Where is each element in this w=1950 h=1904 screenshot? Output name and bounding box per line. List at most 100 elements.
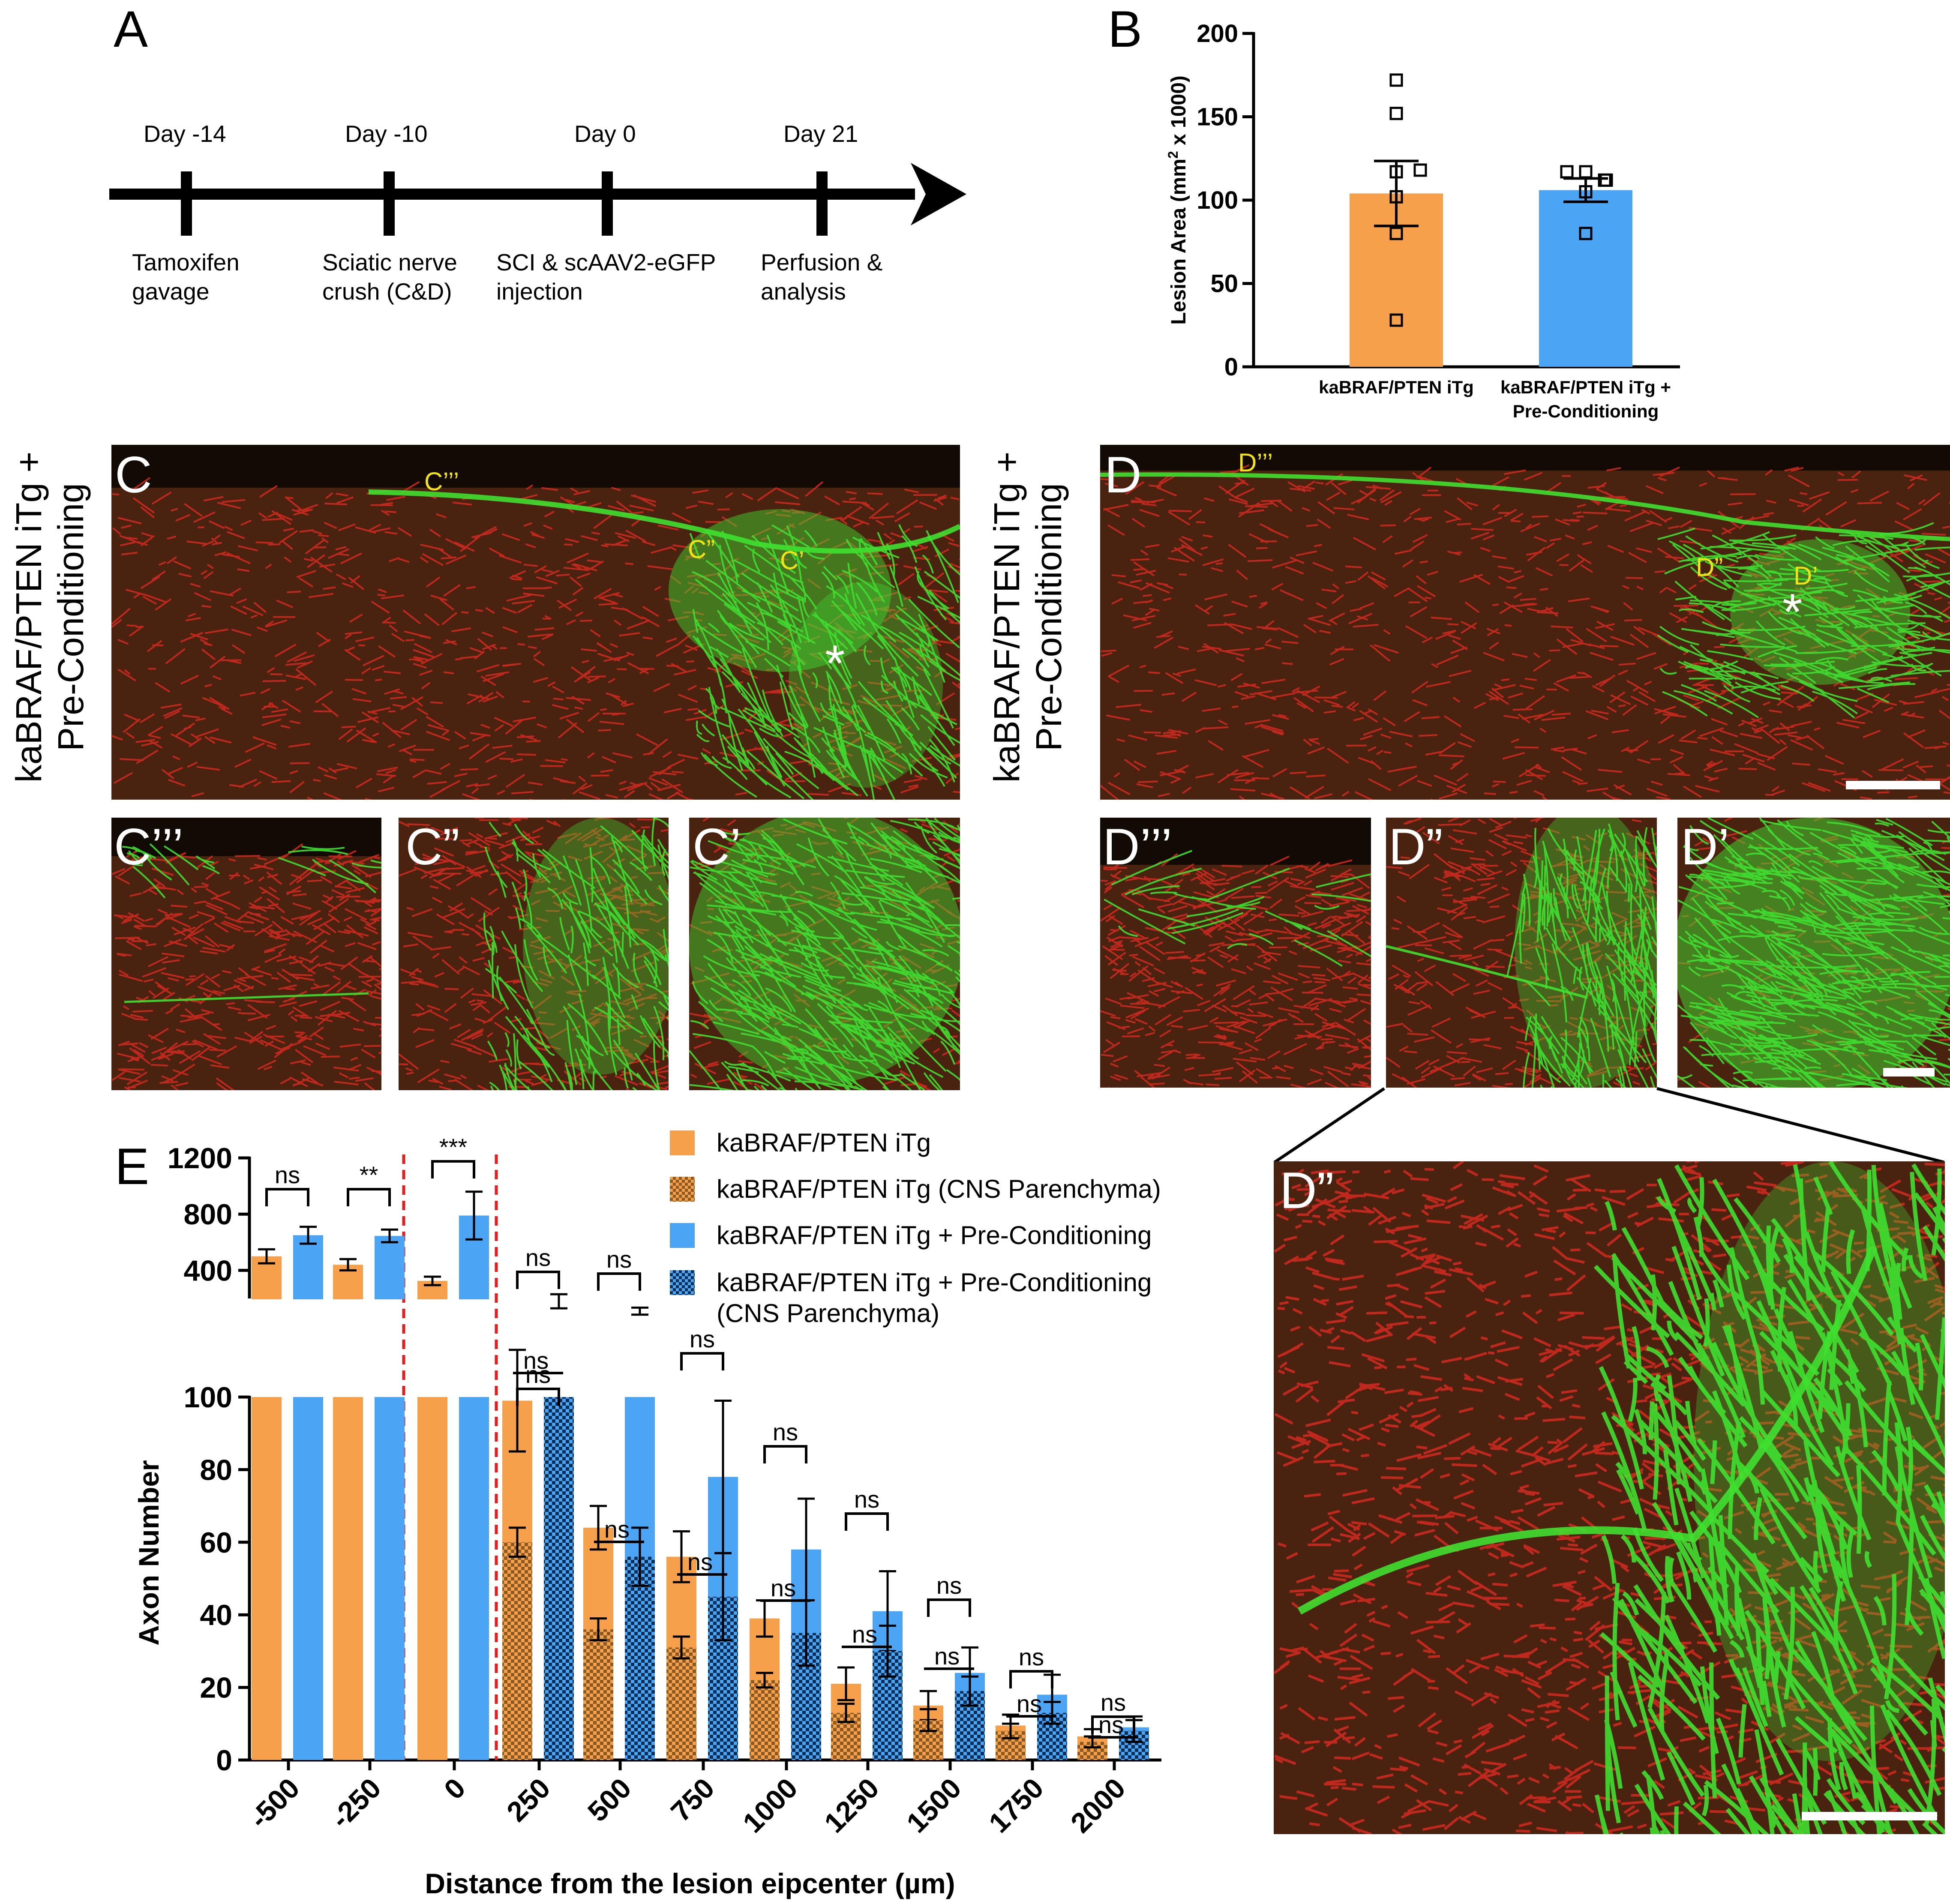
b-y-tick-label: 0 [1224, 353, 1238, 381]
e-bar-preconditioned-parenchyma [625, 1556, 655, 1760]
green-band [124, 992, 369, 1003]
d-inset-3-label: D’ [1681, 818, 1730, 876]
b-category-label: Pre-Conditioning [1513, 401, 1659, 421]
e-sig-parenchyma-label: ns [771, 1574, 796, 1601]
e-sig-upper-label: ns [525, 1244, 551, 1271]
micrograph-d-main: D D’’’ D” D’ * [1100, 445, 1950, 800]
b-data-point [1579, 227, 1593, 240]
panel-label-b: B [1108, 0, 1143, 58]
e-bar-control [252, 1397, 282, 1760]
legend-swatch [670, 1130, 695, 1155]
b-data-point [1389, 107, 1403, 120]
green-band [1297, 1245, 1878, 1615]
d-lesion-asterisk: * [1782, 583, 1803, 641]
b-data-point [1579, 165, 1593, 179]
green-axons [122, 843, 381, 899]
e-sig-lower-label: ns [936, 1572, 962, 1599]
e-x-tick-label: -500 [243, 1772, 306, 1835]
e-sig-lower-250 [516, 1388, 560, 1406]
legend-entry: kaBRAF/PTEN iTg [717, 1128, 931, 1157]
e-sig-parenchyma-label: ns [934, 1643, 960, 1670]
e-y-tick-label: 0 [216, 1744, 232, 1777]
d-mark-3: D’’’ [1238, 448, 1273, 477]
e-x-tick-label: 2000 [1065, 1772, 1131, 1839]
legend-swatch [670, 1223, 695, 1248]
e-sig-parenchyma-label: ns [604, 1516, 630, 1543]
c-side-line-1: kaBRAF/PTEN iTg + [9, 451, 49, 783]
micrograph-d-inset-2: D” [1386, 818, 1657, 1088]
green-band [1100, 472, 1950, 541]
e-sig-lower-label: ns [1101, 1689, 1126, 1716]
e-sig-parenchyma-label: ns [687, 1548, 713, 1575]
micrograph-c-label: C [115, 446, 152, 504]
lesion-area-chart: 0 50 100 150 200 Lesion Area (mm2 x 1000) kaBR… [1165, 20, 1680, 421]
timeline-day-label: Day 0 [574, 120, 636, 147]
e-sig-parenchyma-label: ns [1098, 1711, 1124, 1738]
legend-swatch [670, 1270, 695, 1295]
c-inset-1-label: C’’’ [114, 818, 184, 876]
e-sig-upper-label: ns [606, 1246, 632, 1273]
micrograph-d-inset-1: D’’’ [1100, 818, 1371, 1088]
e-x-tick-label: 1000 [737, 1772, 804, 1839]
c-inset-2-label: C” [405, 818, 460, 876]
e-sig-lower-250-label: ns [525, 1361, 551, 1388]
d-side-line-1: kaBRAF/PTEN iTg + [987, 451, 1027, 783]
legend-entry: (CNS Parenchyma) [717, 1299, 940, 1328]
d-mark-1: D’ [1794, 561, 1818, 590]
red-fibers [111, 843, 381, 1090]
panel-label-a: A [114, 0, 148, 58]
b-category-label: kaBRAF/PTEN iTg [1319, 377, 1474, 397]
timeline-event-text: Tamoxifen [132, 249, 240, 276]
c-side-line-2: Pre-Conditioning [51, 483, 91, 751]
e-sig-upper [431, 1160, 475, 1178]
dark-edge [111, 445, 960, 488]
green-axons [689, 818, 960, 1090]
e-y-tick-label: 400 [184, 1254, 232, 1287]
e-sig-lower [680, 1352, 724, 1370]
c-mark-3: C’’’ [424, 467, 459, 496]
timeline-event-text: Sciatic nerve [322, 249, 457, 276]
b-data-point [1389, 73, 1403, 87]
b-data-point [1579, 185, 1593, 199]
tissue-background [1100, 445, 1950, 800]
e-sig-upper-label: *** [439, 1133, 467, 1160]
tissue-background [111, 818, 381, 1090]
e-sig-lower-label: ns [773, 1418, 798, 1445]
d-mark-2: D” [1696, 553, 1723, 582]
e-x-tick-label: 750 [665, 1772, 720, 1828]
e-bar-control-parenchyma [666, 1647, 696, 1760]
legend-swatch [670, 1177, 695, 1202]
e-sig-lower [845, 1512, 889, 1531]
e-sig-parenchyma-label: ns [852, 1621, 877, 1648]
e-bar-control [333, 1397, 363, 1760]
red-fibers [399, 818, 669, 1090]
e-y-tick-label: 40 [200, 1599, 232, 1631]
red-fibers [1100, 853, 1371, 1088]
legend-entry: kaBRAF/PTEN iTg (CNS Parenchyma) [717, 1175, 1161, 1203]
e-y-tick-label: 80 [200, 1454, 232, 1486]
d-zoom-label: D” [1280, 1162, 1334, 1219]
e-bar-control [417, 1397, 447, 1760]
timeline-event-text: analysis [761, 278, 846, 305]
e-sig-parenchyma-label: ns [523, 1347, 549, 1374]
green-band [368, 489, 960, 554]
b-y-axis-label: Lesion Area (mm2 x 1000) [1165, 75, 1190, 325]
timeline-event-text: Perfusion & [761, 249, 883, 276]
e-sig-upper-label: ** [360, 1161, 378, 1188]
c-lesion-asterisk: * [825, 635, 845, 692]
e-bar-preconditioned [459, 1397, 489, 1760]
b-y-tick-label: 150 [1197, 103, 1238, 131]
e-sig-parenchyma-label: ns [1017, 1690, 1042, 1717]
c-inset-3-label: C’ [693, 818, 741, 876]
b-y-tick-label: 50 [1210, 270, 1238, 298]
e-sig-upper [265, 1188, 309, 1206]
b-data-point [1413, 163, 1427, 177]
e-sig-lower [763, 1445, 807, 1463]
e-y-axis-label: Axon Number [133, 1460, 165, 1646]
e-x-axis-label: Distance from the lesion eipcenter (µm) [425, 1868, 955, 1899]
green-axons [689, 524, 960, 800]
micrograph-c-inset-1: C’’’ [111, 818, 381, 1090]
zoom-connector [1274, 1087, 1944, 1164]
e-sig-upper [347, 1188, 391, 1206]
timeline-event-text: injection [496, 278, 583, 305]
